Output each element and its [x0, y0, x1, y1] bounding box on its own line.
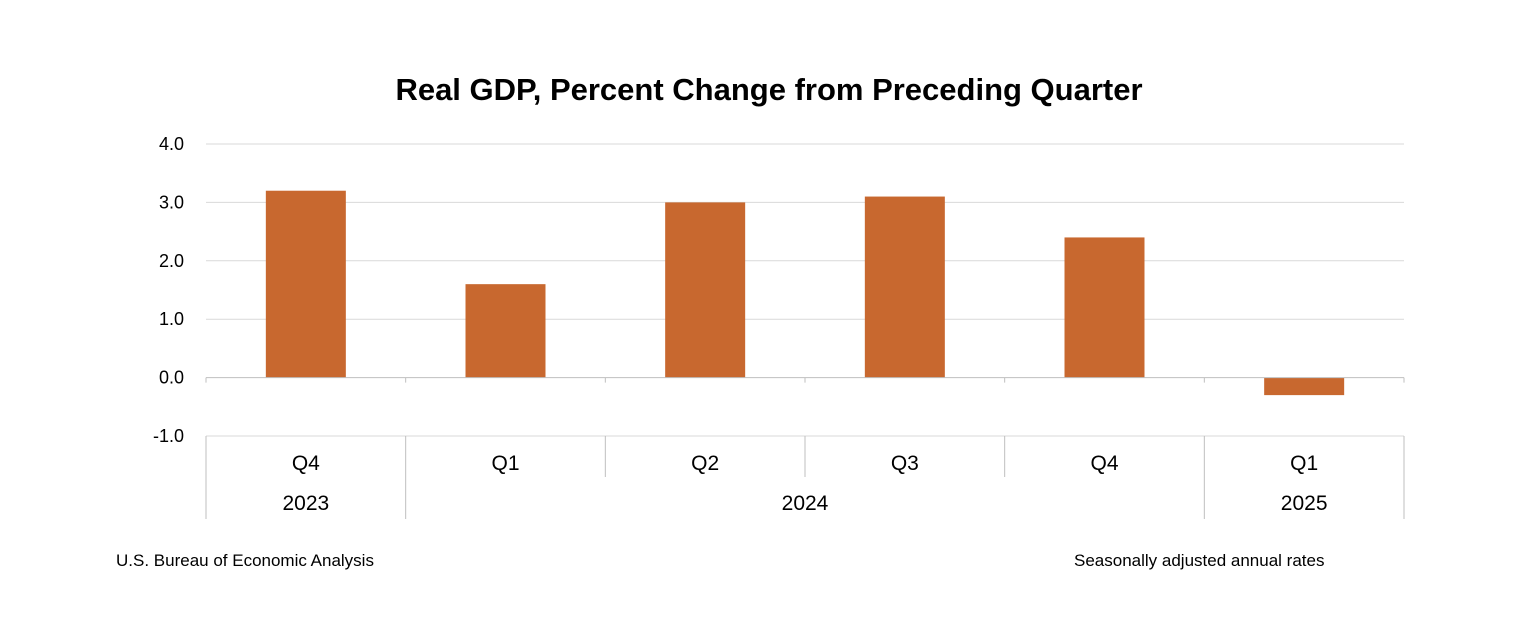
- axis-labels: 4.0 3.0 2.0 1.0 0.0 -1.0 Q4 Q1 Q2 Q3 Q4 Q1 2023 2024 2…: [153, 134, 1328, 515]
- y-tick-label: -1.0: [153, 426, 184, 446]
- y-tick-label: 4.0: [159, 134, 184, 154]
- x-tick-label: Q1: [1290, 452, 1318, 475]
- bar: [265, 190, 346, 378]
- bar: [465, 284, 546, 378]
- bar: [1264, 377, 1345, 396]
- y-tick-label: 2.0: [159, 251, 184, 271]
- chart-title: Real GDP, Percent Change from Preceding …: [395, 72, 1143, 107]
- gridlines: [206, 143, 1404, 437]
- x-tick-label: Q2: [691, 452, 719, 475]
- y-tick-label: 1.0: [159, 309, 184, 329]
- x-tick-label: Q4: [292, 452, 320, 475]
- x-tick-label: Q3: [891, 452, 919, 475]
- year-group-label: 2024: [782, 492, 829, 515]
- year-group-label: 2025: [1281, 492, 1328, 515]
- bar: [1064, 237, 1145, 378]
- bars: [265, 190, 1345, 396]
- rate-note: Seasonally adjusted annual rates: [1074, 551, 1325, 570]
- bar: [864, 196, 945, 378]
- x-tick-label: Q1: [491, 452, 519, 475]
- axes: [205, 377, 1405, 519]
- x-tick-label: Q4: [1090, 452, 1118, 475]
- bar: [665, 202, 746, 378]
- y-tick-label: 0.0: [159, 368, 184, 388]
- source-note: U.S. Bureau of Economic Analysis: [116, 551, 374, 570]
- year-group-label: 2023: [282, 492, 329, 515]
- y-tick-label: 3.0: [159, 192, 184, 212]
